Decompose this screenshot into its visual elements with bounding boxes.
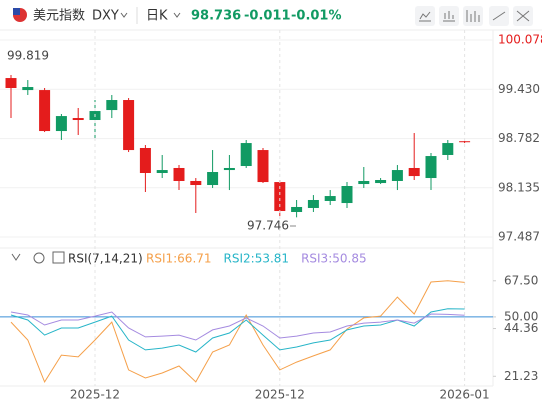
price: 98.736 <box>191 9 241 24</box>
candle-body <box>22 87 34 91</box>
x-tick-label: 2025-12 <box>255 388 305 402</box>
candle-body <box>408 167 420 177</box>
candle-body <box>156 170 168 174</box>
candle-body <box>139 147 151 174</box>
candle-body <box>442 143 454 155</box>
candle-body <box>324 196 336 201</box>
dropdown-arrow[interactable] <box>173 12 181 18</box>
index-name[interactable]: 美元指数 <box>33 9 85 24</box>
tool-button[interactable] <box>463 6 483 26</box>
candle-body <box>55 116 67 132</box>
flag-canton <box>13 8 20 15</box>
collapse-icon[interactable] <box>11 253 21 261</box>
y-tick-label: 99.430 <box>498 82 540 96</box>
low-annotation: 97.746 <box>247 219 289 233</box>
y-tick-label: 98.135 <box>498 180 540 194</box>
y-tick-label: 100.078 <box>498 33 542 47</box>
indicator-icon[interactable] <box>52 251 65 264</box>
change: -0.011 <box>244 9 291 24</box>
candle-body <box>207 172 219 186</box>
x-tick-label: 2026-01 <box>440 388 490 402</box>
change-pct: -0.01% <box>291 9 342 24</box>
y-tick-label: 44.36 <box>504 321 538 335</box>
candle-body <box>307 199 319 208</box>
rsi-line <box>10 280 465 383</box>
candle-body <box>459 141 471 143</box>
toolbar <box>415 6 533 26</box>
index-code[interactable]: DXY <box>92 9 119 24</box>
candle-body <box>106 100 118 111</box>
high-annotation: 99.819 <box>7 49 49 63</box>
candle-body <box>358 180 370 185</box>
candle-body <box>240 143 252 167</box>
period[interactable]: 日K <box>146 9 168 24</box>
legend-entry: RSI3:50.85 <box>301 252 367 266</box>
dropdown-arrow[interactable] <box>120 12 128 18</box>
rsi-line <box>10 311 465 341</box>
candle-body <box>123 100 135 151</box>
candle-body <box>190 180 202 186</box>
candle-body <box>72 118 84 121</box>
legend-entry: RSI1:66.71 <box>146 252 212 266</box>
tool-icons <box>419 10 530 22</box>
y-tick-label: 21.23 <box>504 369 538 383</box>
settings-icon[interactable] <box>33 252 45 264</box>
y-tick-label: 67.50 <box>504 273 538 287</box>
legend-entry: RSI2:53.81 <box>224 252 290 266</box>
x-tick-label: 2025-12 <box>70 388 120 402</box>
candle-body <box>39 90 51 132</box>
candle-body <box>257 150 269 183</box>
candle-body <box>5 78 17 89</box>
candle-body <box>375 179 387 184</box>
candle-body <box>173 167 185 181</box>
y-tick-label: 98.782 <box>498 131 540 145</box>
rsi-line <box>10 308 465 353</box>
indicator-name: RSI(7,14,21) <box>68 252 143 266</box>
candle-body <box>341 186 353 204</box>
candle-body <box>291 206 303 213</box>
y-tick-label: 50.00 <box>504 309 538 323</box>
candle-body <box>391 170 403 181</box>
candle-body <box>274 182 286 212</box>
y-tick-label: 97.487 <box>498 230 540 244</box>
candle-body <box>425 156 437 179</box>
candle-body <box>223 167 235 171</box>
